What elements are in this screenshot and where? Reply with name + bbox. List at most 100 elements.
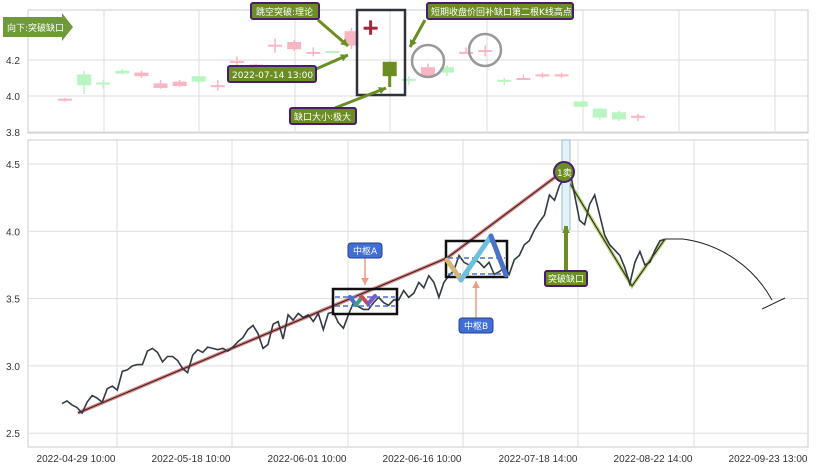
bottom-ytick-label: 3.5 <box>6 295 20 306</box>
projection-arc <box>665 238 773 301</box>
candle <box>325 51 340 53</box>
gap-size-text: 缺口大小:极大 <box>294 111 351 123</box>
candle-body <box>478 50 493 53</box>
candle <box>172 79 187 87</box>
candle-body <box>592 108 607 118</box>
candle <box>592 108 607 120</box>
arrow-icon-head <box>340 38 348 46</box>
candle <box>344 27 359 50</box>
trend-segment-up-core <box>77 171 563 414</box>
candle-body <box>229 60 244 63</box>
candle-body <box>172 81 187 87</box>
gap-band <box>561 139 571 231</box>
pivot-b-stroke <box>444 257 464 283</box>
candle-body <box>535 74 550 77</box>
sell-point-text: 1卖 <box>557 168 572 179</box>
candle <box>459 47 474 54</box>
candle-body <box>268 44 283 47</box>
candle-body <box>191 76 206 82</box>
candle-body <box>516 78 531 80</box>
candle <box>306 47 321 57</box>
candle-body <box>96 82 111 85</box>
projection-end-bar <box>761 297 786 310</box>
candle <box>401 76 416 86</box>
trend-segment-up <box>77 170 564 415</box>
xtick-label: 2022-05-18 10:00 <box>152 454 231 465</box>
candle-body <box>497 79 512 82</box>
marks-layer <box>58 8 786 415</box>
candle <box>77 70 92 95</box>
pivot-b-label: 中枢B <box>458 317 494 334</box>
pivot-b-stroke <box>488 233 509 278</box>
candle <box>210 79 225 91</box>
candle <box>287 40 302 51</box>
candle <box>191 76 206 84</box>
bottom-ytick-label: 4.0 <box>6 227 20 238</box>
candle-body <box>363 26 378 30</box>
candle-body <box>420 67 435 77</box>
candle-body <box>325 51 340 53</box>
candle <box>611 110 626 122</box>
pivot-b-stroke <box>458 233 494 283</box>
tick-labels: 4.2 4.0 3.8 4.5 4.0 3.5 3.0 2.5 2022-04-29 10:00… <box>6 56 808 465</box>
xtick-label: 2022-06-16 10:00 <box>383 454 462 465</box>
candle <box>115 69 130 75</box>
candle <box>440 65 454 77</box>
candle-body <box>306 51 321 54</box>
candle-body <box>58 98 72 101</box>
arrow-icon-head <box>378 86 386 95</box>
candle-body <box>440 67 454 73</box>
refill-note-text: 短期收盘价回补缺口第二根K线高点 <box>431 6 572 18</box>
bottom-ytick-label: 3.0 <box>6 362 20 373</box>
direction-label: 向下:突破缺口 <box>3 13 73 41</box>
top-ytick-label: 4.0 <box>6 92 20 103</box>
candle <box>363 20 378 35</box>
gap-highlight-box <box>355 8 407 97</box>
candle <box>268 38 283 53</box>
candle <box>58 97 72 102</box>
candle <box>134 70 149 78</box>
candle <box>554 72 569 78</box>
candle <box>497 78 512 86</box>
candle <box>420 63 435 77</box>
pivot-a-box <box>331 287 399 316</box>
top-panel-frame <box>27 9 809 134</box>
pivot-b-text: 中枢B <box>464 320 488 332</box>
candle-body <box>77 74 92 86</box>
candle-body <box>611 112 626 120</box>
bottom-ytick-label: 2.5 <box>6 429 20 440</box>
gap-time-text: 2022-07-14 13:00 <box>232 71 313 81</box>
trend-segment-down-core <box>562 171 666 287</box>
xtick-label: 2022-07-18 14:00 <box>499 454 578 465</box>
xtick-label: 2022-04-29 10:00 <box>37 454 116 465</box>
pivot-a-arrow-head <box>361 277 369 285</box>
arrow-icon <box>334 86 387 110</box>
refill-note-label: 短期收盘价回补缺口第二根K线高点 <box>426 2 574 20</box>
arrow-icon-head <box>410 39 417 47</box>
candle-body <box>210 85 225 88</box>
candle-body <box>153 83 168 88</box>
candle <box>535 72 550 78</box>
candle <box>573 101 588 107</box>
candle-body <box>134 72 149 77</box>
candle-body <box>344 31 359 46</box>
pivot-a-text: 中枢A <box>353 245 378 257</box>
candle-body <box>115 70 130 74</box>
breakout-gap-text: 突破缺口 <box>548 273 584 285</box>
pivot-a-label: 中枢A <box>347 242 383 259</box>
breakout-gap-label: 突破缺口 <box>544 270 588 287</box>
candle-body <box>554 74 569 77</box>
candle <box>478 45 493 57</box>
candle-body <box>287 42 302 50</box>
highlight-circle <box>410 43 446 79</box>
price-line <box>61 165 666 415</box>
gap-theory-label: 跳空突破:理论 <box>250 2 320 20</box>
top-ytick-label: 3.8 <box>6 128 20 139</box>
top-ytick-label: 4.2 <box>6 56 20 67</box>
candle <box>96 79 111 89</box>
xtick-label: 2022-09-23 13:00 <box>729 454 808 465</box>
gap-theory-text: 跳空突破:理论 <box>256 6 313 18</box>
candle-body <box>401 78 416 81</box>
